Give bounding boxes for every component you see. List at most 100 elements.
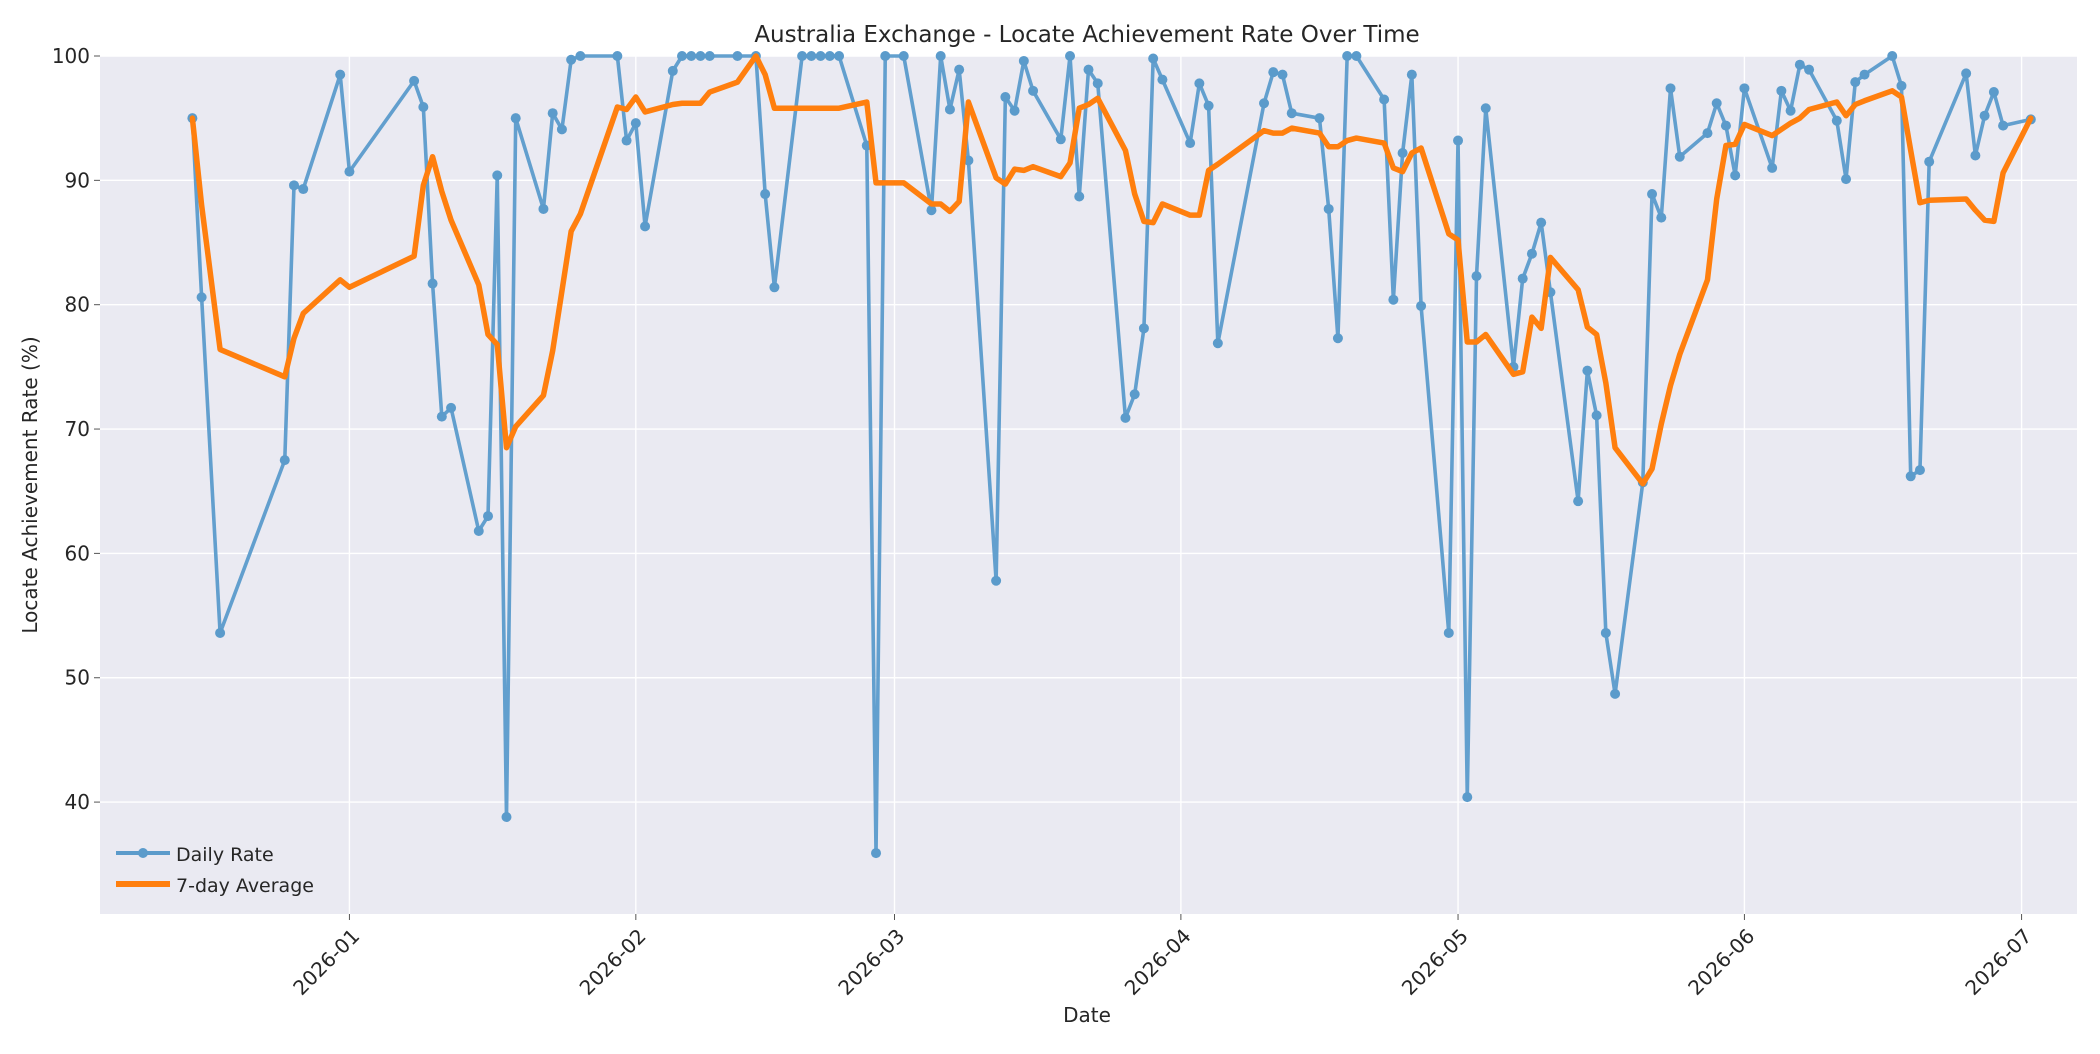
data-point-daily-rate	[1286, 108, 1297, 119]
x-axis-label: Date	[1063, 1003, 1111, 1027]
data-point-daily-rate	[1526, 248, 1537, 259]
y-tick-label: 80	[65, 293, 90, 317]
data-point-daily-rate	[898, 51, 909, 61]
data-point-daily-rate	[418, 101, 429, 112]
data-point-daily-rate	[1342, 51, 1353, 61]
data-point-daily-rate	[1129, 389, 1140, 400]
data-point-daily-rate	[640, 221, 651, 232]
data-point-daily-rate	[1185, 138, 1196, 149]
data-point-daily-rate	[1998, 120, 2009, 131]
data-point-daily-rate	[1212, 338, 1223, 349]
data-point-daily-rate	[1536, 217, 1547, 228]
series-line-7-day-average	[189, 53, 2034, 487]
data-point-daily-rate	[824, 51, 835, 61]
data-point-daily-rate	[1055, 134, 1066, 145]
data-point-daily-rate	[1092, 78, 1103, 89]
data-point-daily-rate	[1028, 85, 1039, 96]
data-point-daily-rate	[1831, 115, 1842, 126]
data-point-daily-rate	[538, 203, 549, 214]
data-point-daily-rate	[1314, 113, 1325, 124]
y-tick-label: 50	[65, 666, 90, 690]
data-point-daily-rate	[473, 526, 484, 537]
data-point-daily-rate	[1582, 365, 1593, 376]
data-point-daily-rate	[1767, 162, 1778, 173]
data-point-daily-rate	[1194, 78, 1205, 89]
series-layer	[187, 51, 2036, 859]
data-point-daily-rate	[834, 51, 845, 61]
data-point-daily-rate	[1979, 110, 1990, 121]
data-point-daily-rate	[196, 292, 207, 303]
data-point-daily-rate	[1379, 94, 1390, 105]
y-tick-label: 40	[65, 790, 90, 814]
data-point-daily-rate	[436, 411, 447, 422]
data-point-daily-rate	[1203, 100, 1214, 111]
y-tick-label: 90	[65, 168, 90, 192]
x-tick-label: 2026-03	[833, 924, 909, 1000]
y-tick-label: 70	[65, 417, 90, 441]
data-point-daily-rate	[1647, 189, 1658, 200]
data-point-daily-rate	[1018, 55, 1029, 66]
data-point-daily-rate	[1887, 51, 1898, 61]
data-point-daily-rate	[1988, 87, 1999, 98]
x-tick-label: 2026-04	[1120, 924, 1196, 1000]
data-point-daily-rate	[1720, 120, 1731, 131]
data-point-daily-rate	[289, 180, 299, 191]
data-point-daily-rate	[1776, 85, 1787, 96]
data-point-daily-rate	[501, 812, 512, 823]
data-point-daily-rate	[815, 51, 826, 61]
y-tick-label: 60	[65, 541, 90, 565]
data-point-daily-rate	[1600, 627, 1611, 638]
data-point-daily-rate	[344, 166, 355, 177]
data-point-daily-rate	[1268, 67, 1279, 78]
data-point-daily-rate	[667, 65, 678, 76]
data-point-daily-rate	[1665, 83, 1676, 94]
data-point-daily-rate	[1905, 471, 1916, 482]
data-point-daily-rate	[926, 205, 937, 216]
data-point-daily-rate	[1259, 98, 1270, 109]
data-point-daily-rate	[556, 124, 567, 135]
x-tick-label: 2026-07	[1960, 924, 2036, 1000]
x-tick-label: 2026-01	[288, 924, 364, 1000]
data-point-daily-rate	[1961, 68, 1972, 79]
data-point-daily-rate	[1785, 105, 1796, 116]
data-point-daily-rate	[1009, 105, 1020, 116]
data-point-daily-rate	[1471, 271, 1482, 282]
data-point-daily-rate	[1351, 51, 1362, 61]
x-tick-label: 2026-05	[1397, 924, 1473, 1000]
data-point-daily-rate	[1277, 69, 1288, 80]
data-point-daily-rate	[1804, 64, 1815, 75]
data-point-daily-rate	[1591, 410, 1602, 421]
data-point-daily-rate	[1065, 51, 1076, 61]
data-point-daily-rate	[630, 118, 641, 129]
data-point-daily-rate	[695, 51, 706, 61]
data-point-daily-rate	[1120, 412, 1131, 423]
data-point-daily-rate	[1332, 333, 1343, 344]
data-point-daily-rate	[1517, 273, 1528, 284]
data-point-daily-rate	[1416, 300, 1427, 311]
data-point-daily-rate	[612, 51, 623, 61]
y-axis-label: Locate Achievement Rate (%)	[18, 336, 42, 633]
data-point-daily-rate	[1323, 203, 1334, 214]
data-point-daily-rate	[1573, 496, 1584, 507]
data-point-daily-rate	[1083, 64, 1094, 75]
data-point-daily-rate	[686, 51, 697, 61]
data-point-daily-rate	[954, 64, 965, 75]
data-point-daily-rate	[1841, 174, 1852, 185]
data-point-daily-rate	[704, 51, 715, 61]
data-point-daily-rate	[298, 184, 309, 195]
data-point-daily-rate	[1896, 80, 1907, 91]
data-point-daily-rate	[1138, 323, 1149, 334]
data-point-daily-rate	[1462, 792, 1473, 803]
x-tick-label: 2026-02	[575, 924, 651, 1000]
data-point-daily-rate	[1711, 98, 1722, 109]
data-point-daily-rate	[944, 104, 955, 115]
data-point-daily-rate	[871, 848, 882, 859]
data-point-daily-rate	[1914, 465, 1925, 476]
data-point-daily-rate	[483, 511, 494, 522]
data-point-daily-rate	[446, 402, 457, 413]
data-point-daily-rate	[1397, 147, 1408, 158]
data-point-daily-rate	[1406, 69, 1417, 80]
data-point-daily-rate	[547, 108, 558, 119]
data-point-daily-rate	[1850, 77, 1861, 88]
data-point-daily-rate	[991, 575, 1002, 586]
